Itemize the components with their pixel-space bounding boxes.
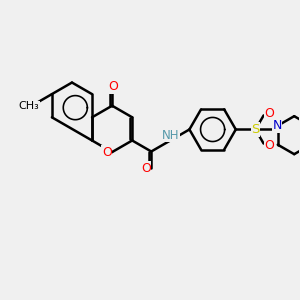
Text: O: O <box>141 162 151 175</box>
Text: S: S <box>251 123 260 136</box>
Text: O: O <box>108 80 118 93</box>
Text: N: N <box>272 119 282 132</box>
Text: CH₃: CH₃ <box>19 101 39 111</box>
Text: O: O <box>102 146 112 159</box>
Text: O: O <box>265 140 275 152</box>
Text: NH: NH <box>162 129 180 142</box>
Text: O: O <box>265 106 275 119</box>
